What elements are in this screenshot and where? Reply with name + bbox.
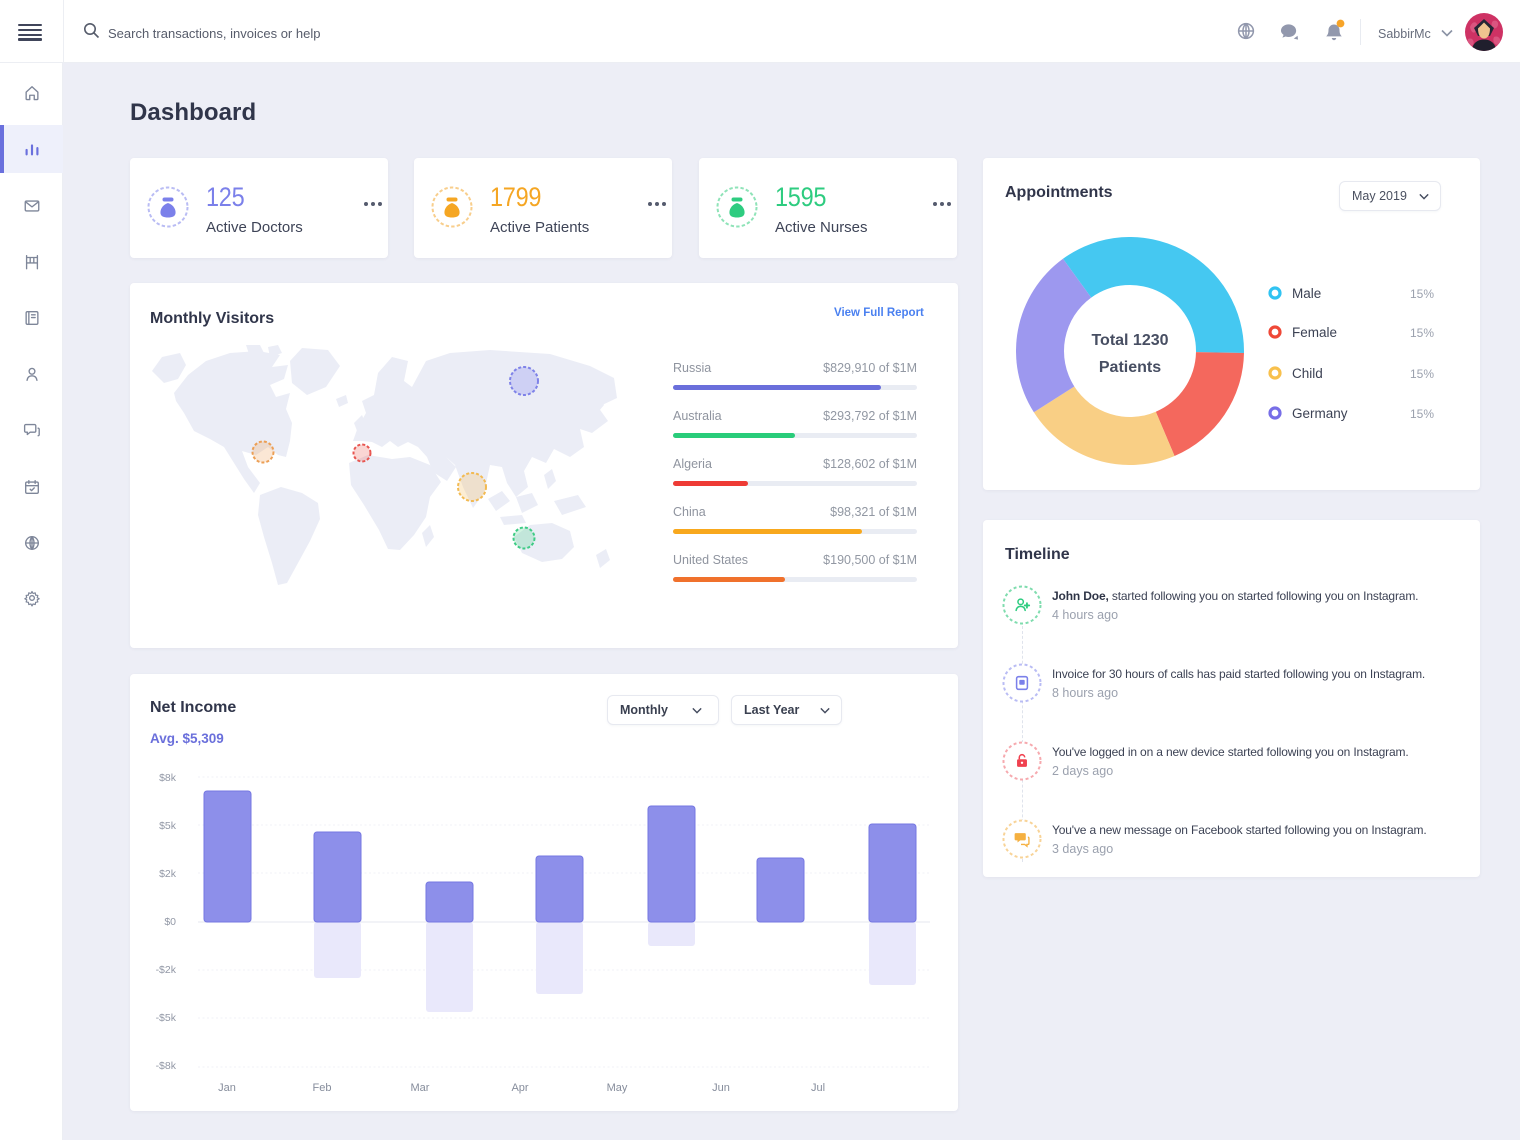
svg-text:Jan: Jan — [218, 1082, 236, 1094]
svg-text:-$2k: -$2k — [156, 964, 177, 976]
svg-text:Feb: Feb — [313, 1082, 332, 1094]
svg-text:$2k: $2k — [159, 868, 177, 880]
svg-text:Mar: Mar — [411, 1082, 430, 1094]
svg-text:-$8k: -$8k — [156, 1060, 177, 1072]
svg-text:Apr: Apr — [511, 1082, 528, 1094]
svg-text:May: May — [607, 1082, 628, 1094]
svg-text:$8k: $8k — [159, 772, 177, 784]
svg-text:Jun: Jun — [712, 1082, 730, 1094]
svg-text:-$5k: -$5k — [156, 1012, 177, 1024]
svg-text:$5k: $5k — [159, 820, 177, 832]
svg-text:Jul: Jul — [811, 1082, 825, 1094]
svg-text:$0: $0 — [164, 916, 176, 928]
